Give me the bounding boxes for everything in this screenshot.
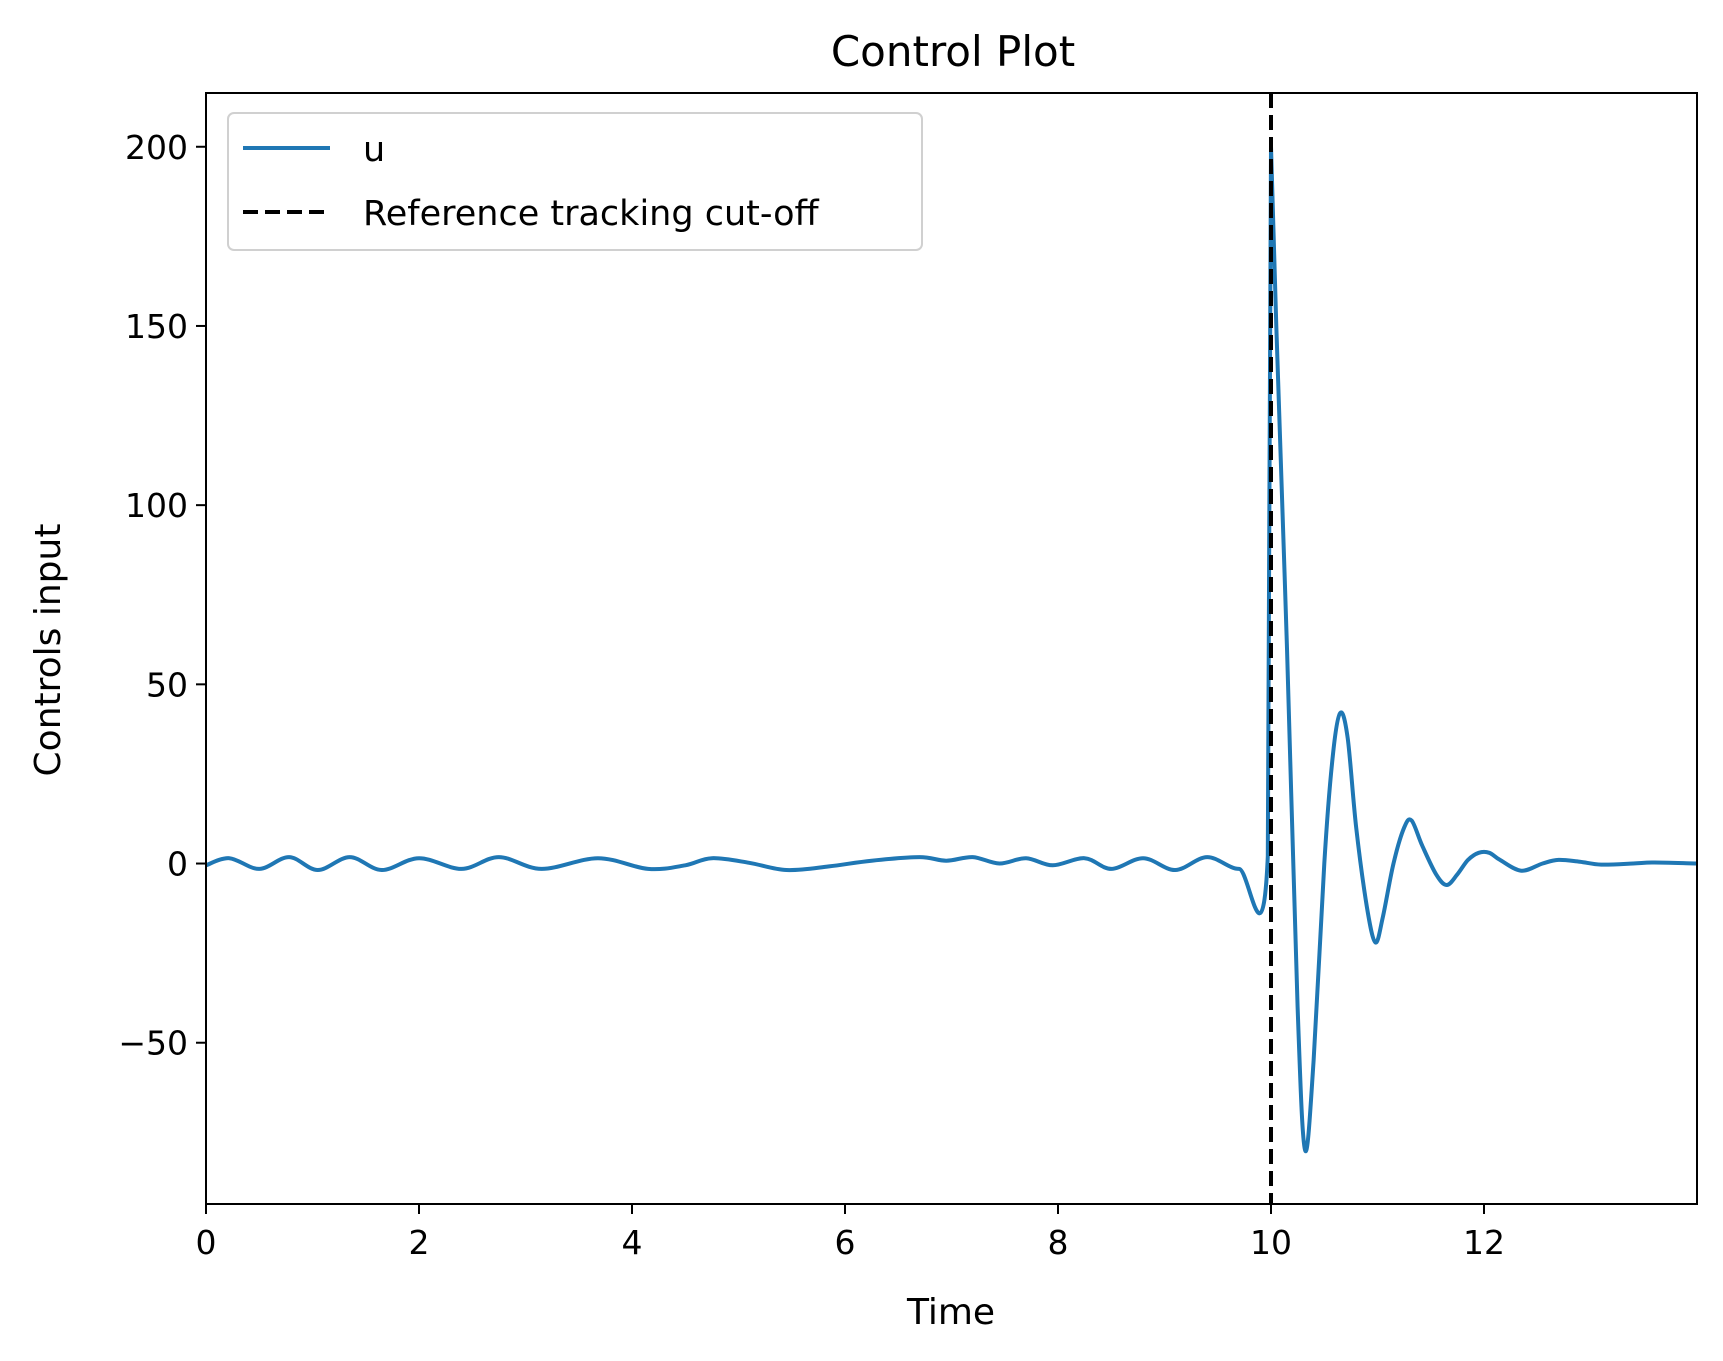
y-tick-label: 50 [146, 665, 188, 704]
series-u-line [206, 144, 1697, 1154]
x-axis-label: Time [906, 1292, 995, 1333]
x-axis: 0 2 4 6 8 10 12 [196, 1204, 1505, 1262]
y-tick-label: 150 [125, 307, 188, 346]
plot-area [206, 93, 1697, 1204]
x-tick-label: 8 [1048, 1223, 1069, 1262]
y-axis: −50 0 50 100 150 200 [118, 128, 206, 1063]
chart-title: Control Plot [831, 27, 1075, 76]
axes-frame [205, 92, 1698, 1205]
x-tick-label: 10 [1250, 1223, 1292, 1262]
x-tick-label: 12 [1463, 1223, 1505, 1262]
y-tick-label: 100 [125, 486, 188, 525]
y-axis-label: Controls input [28, 524, 69, 777]
x-tick-label: 2 [409, 1223, 430, 1262]
legend: u Reference tracking cut-off [227, 112, 923, 251]
x-tick-label: 4 [622, 1223, 643, 1262]
legend-label-cutoff: Reference tracking cut-off [363, 194, 820, 234]
y-tick-label: −50 [118, 1024, 188, 1063]
x-tick-label: 0 [196, 1223, 217, 1262]
y-tick-label: 0 [167, 845, 188, 884]
x-tick-label: 6 [835, 1223, 856, 1262]
y-tick-label: 200 [125, 128, 188, 167]
legend-label-u: u [363, 130, 385, 170]
legend-box [227, 112, 923, 251]
